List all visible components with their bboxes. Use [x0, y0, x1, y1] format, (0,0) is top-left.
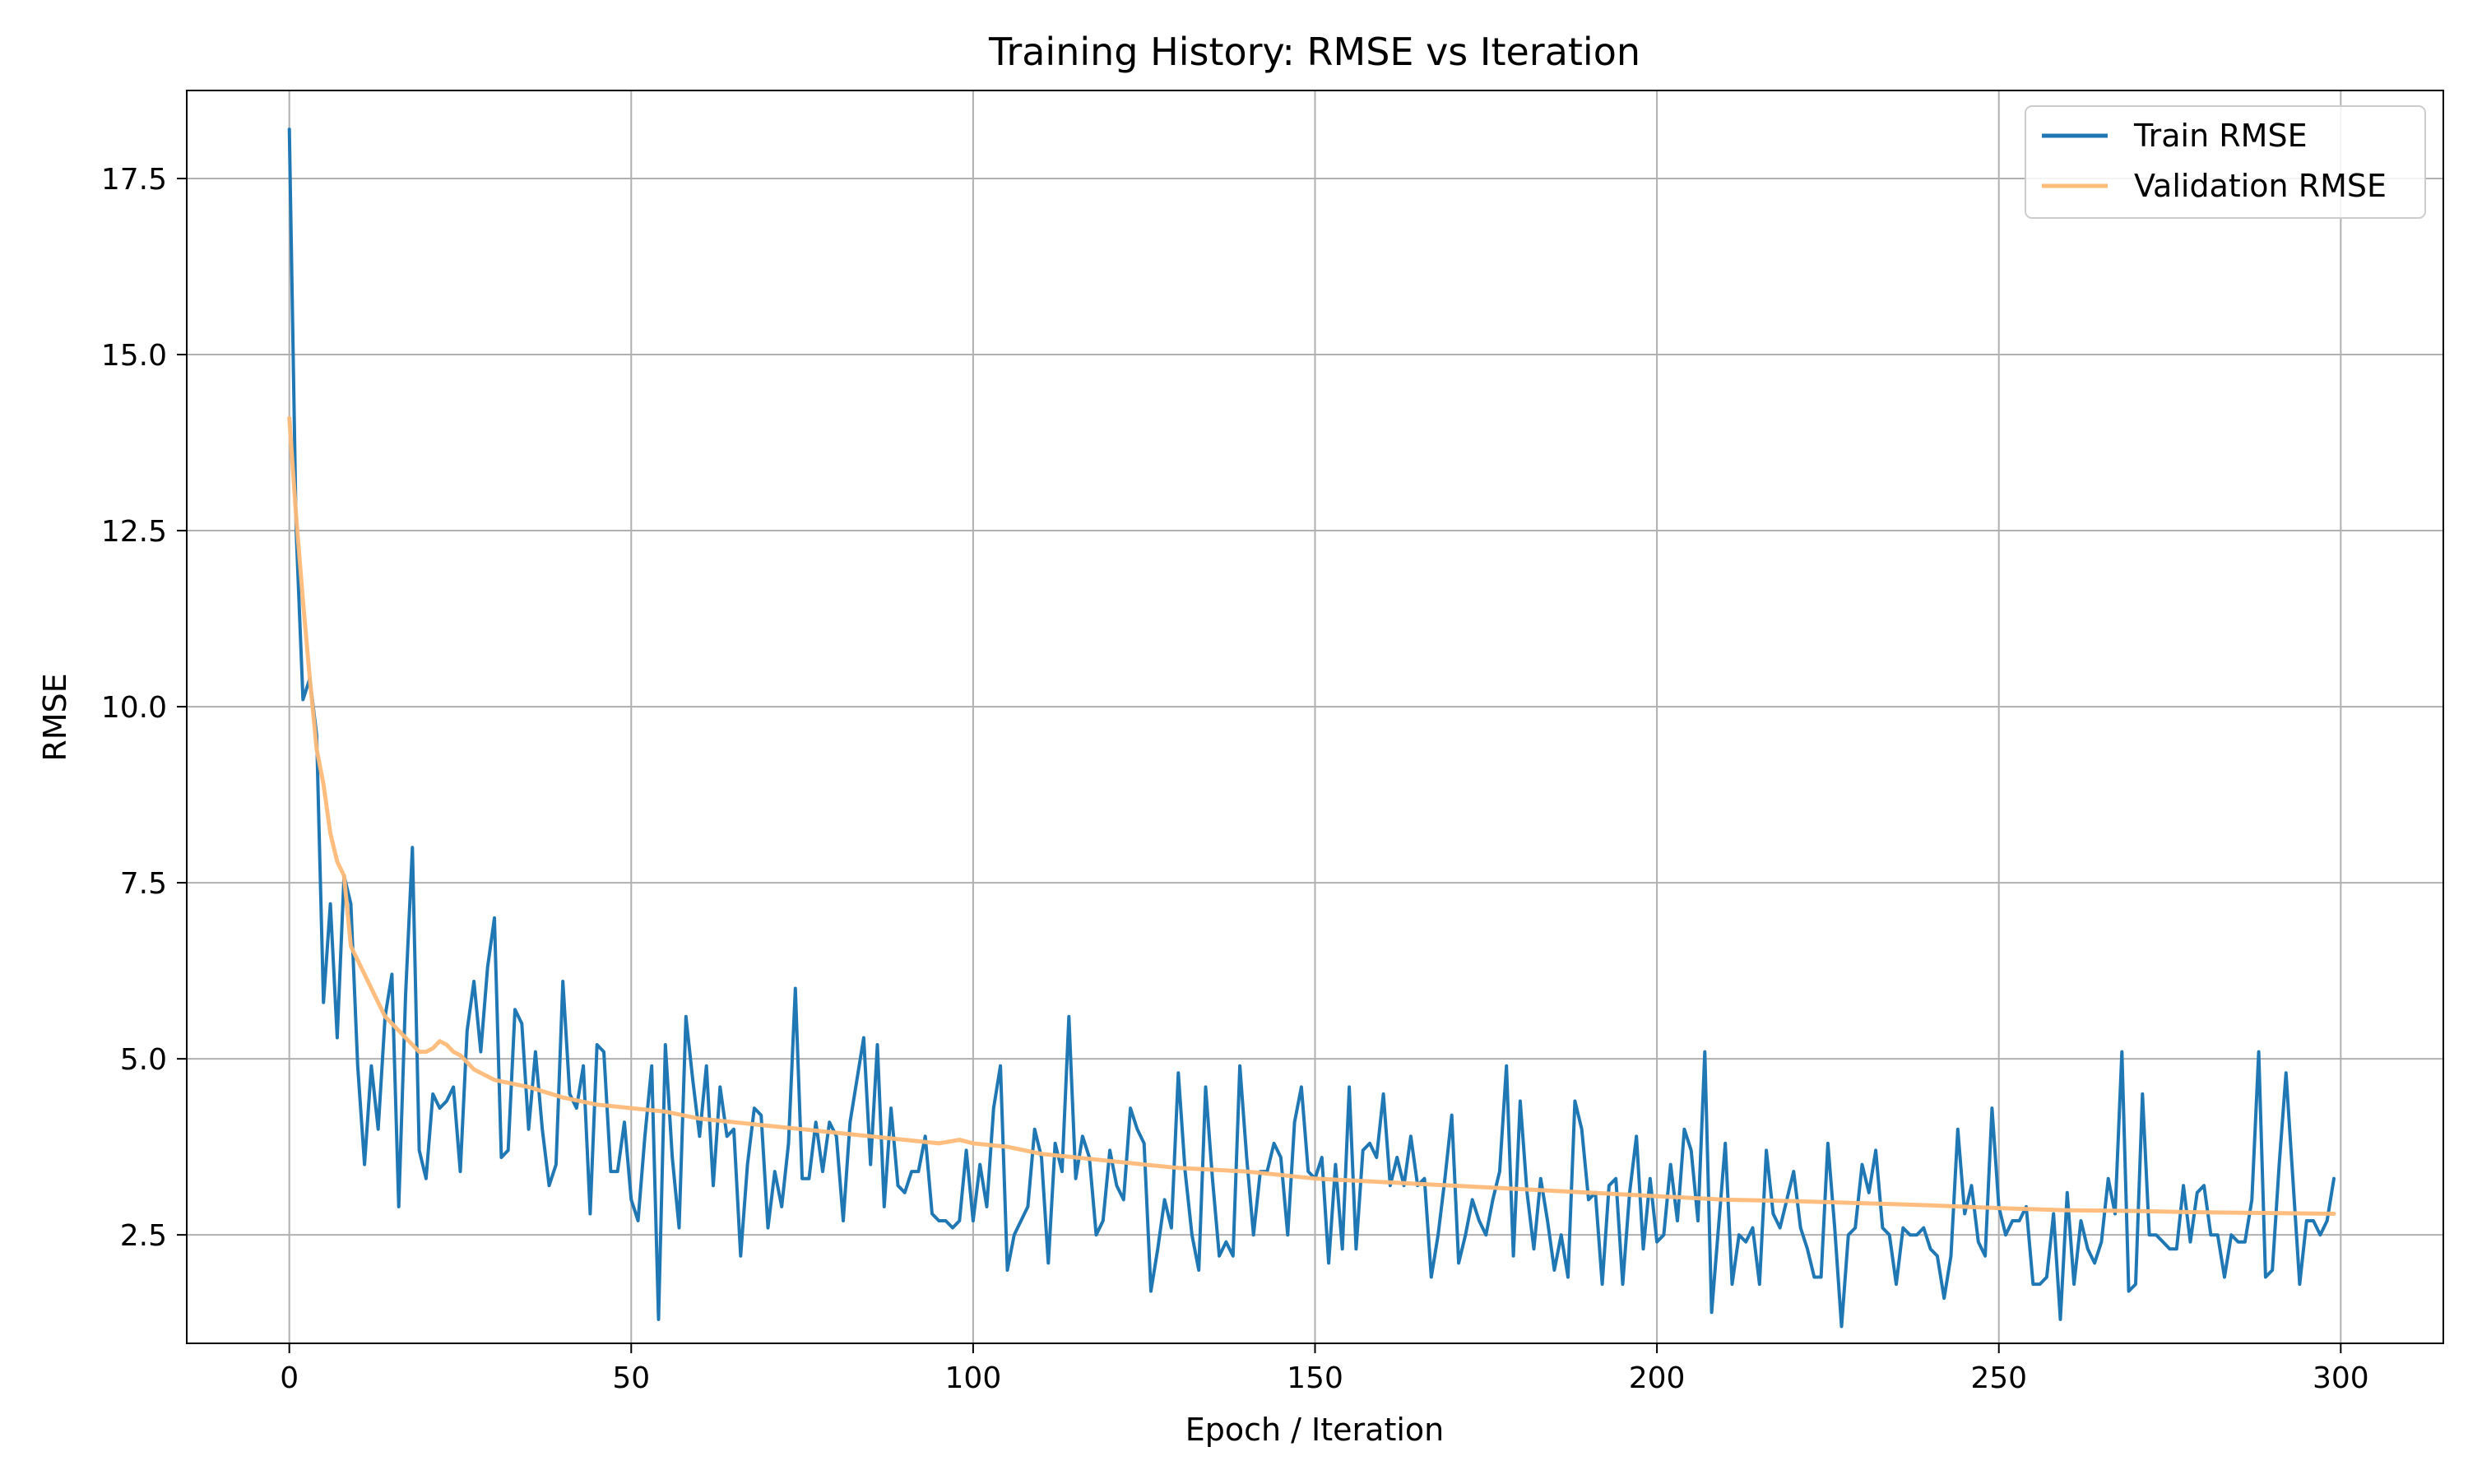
y-axis-label: RMSE — [37, 673, 73, 761]
x-tick-label: 250 — [1970, 1361, 2027, 1395]
legend: Train RMSE Validation RMSE — [2025, 105, 2426, 219]
x-tick-label: 200 — [1629, 1361, 1686, 1395]
y-tick-label: 7.5 — [120, 867, 167, 901]
x-tick-label: 150 — [1287, 1361, 1343, 1395]
x-tick-label: 100 — [945, 1361, 1002, 1395]
x-tick-label: 50 — [612, 1361, 650, 1395]
y-tick-label: 15.0 — [101, 339, 167, 373]
legend-label-validation: Validation RMSE — [2134, 168, 2387, 204]
chart-title: Training History: RMSE vs Iteration — [988, 30, 1640, 74]
y-tick-label: 10.0 — [101, 691, 167, 725]
y-tick-label: 17.5 — [101, 163, 167, 197]
y-tick-label: 2.5 — [120, 1219, 167, 1253]
series-lines — [287, 128, 2336, 1329]
x-axis-label: Epoch / Iteration — [1185, 1412, 1445, 1448]
validation-rmse-line — [287, 415, 2336, 1216]
y-tick-label: 5.0 — [120, 1043, 167, 1077]
y-tick-label: 12.5 — [101, 515, 167, 549]
x-tick-label: 300 — [2313, 1361, 2369, 1395]
legend-box — [2025, 105, 2426, 219]
axis-ticks: 0 50 100 150 200 250 300 2.5 5.0 7.5 10.0 12.5 15.0 1… — [101, 163, 2369, 1395]
legend-label-train: Train RMSE — [2133, 118, 2308, 154]
x-tick-label: 0 — [280, 1361, 299, 1395]
train-rmse-line — [287, 128, 2336, 1329]
